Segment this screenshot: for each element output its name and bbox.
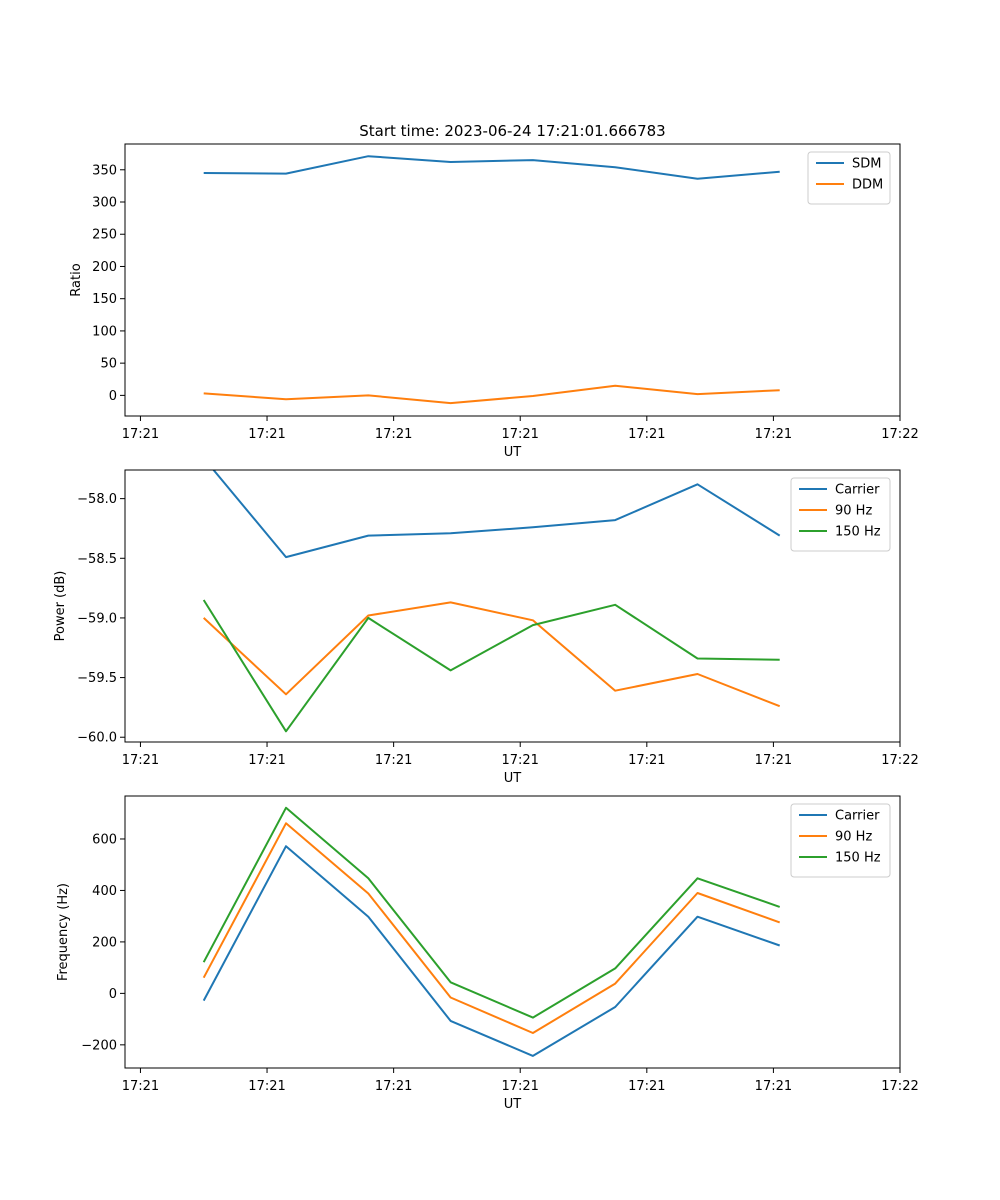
- legend-label-ddm: DDM: [852, 178, 883, 193]
- legend-label-carrier: Carrier: [835, 483, 880, 498]
- legend-label-90-hz: 90 Hz: [835, 830, 872, 845]
- series-line-ddm: [203, 384, 780, 405]
- y-tick-label: 50: [100, 357, 117, 372]
- y-tick-label: 0: [109, 389, 117, 404]
- series-line-90-hz: [202, 822, 781, 1034]
- y-tick-label: −59.0: [77, 611, 117, 626]
- x-tick-label: 17:21: [375, 1079, 412, 1094]
- y-axis-label: Frequency (Hz): [56, 883, 71, 981]
- series-lines: [203, 155, 780, 405]
- frequency-panel: 17:21 17:21 17:21 17:21 17:21 17:21 17:22 −200 0…: [56, 795, 919, 1112]
- y-tick-label: 250: [92, 228, 117, 243]
- y-tick-label: 200: [92, 935, 117, 950]
- x-tick-label: 17:21: [501, 753, 538, 768]
- series-lines: [202, 470, 781, 733]
- axes-frame: [124, 143, 901, 417]
- x-axis-label: UT: [504, 1097, 522, 1112]
- axes-frame: [124, 795, 901, 1069]
- y-tick-label: 300: [92, 196, 117, 211]
- y-tick-label: 400: [92, 884, 117, 899]
- x-tick-label: 17:21: [248, 427, 285, 442]
- series-line-150-hz: [202, 599, 780, 733]
- x-tick-label: 17:21: [122, 427, 159, 442]
- y-axis-label: Power (dB): [53, 571, 68, 642]
- x-tick-label: 17:22: [881, 753, 918, 768]
- legend-label-150-hz: 150 Hz: [835, 851, 881, 866]
- y-tick-label: 350: [92, 163, 117, 178]
- legend: SDM DDM: [807, 151, 891, 205]
- y-tick-label: −60.0: [77, 731, 117, 746]
- x-tick-label: 17:21: [501, 427, 538, 442]
- axes-frame: [124, 469, 901, 743]
- y-tick-label: 200: [92, 260, 117, 275]
- x-tick-label: 17:21: [375, 427, 412, 442]
- x-tick-label: 17:21: [501, 1079, 538, 1094]
- x-tick-label: 17:21: [755, 427, 792, 442]
- legend: Carrier 90 Hz 150 Hz: [790, 477, 891, 552]
- x-axis-label: UT: [504, 445, 522, 460]
- legend: Carrier 90 Hz 150 Hz: [790, 803, 891, 878]
- x-tick-label: 17:21: [375, 753, 412, 768]
- x-tick-label: 17:21: [628, 1079, 665, 1094]
- legend-box: [790, 803, 891, 878]
- x-tick-label: 17:21: [755, 753, 792, 768]
- ratio-panel: 17:21 17:21 17:21 17:21 17:21 17:21 17:22 0 50 10…: [69, 143, 919, 460]
- series-lines: [202, 806, 781, 1057]
- y-tick-label: 600: [92, 832, 117, 847]
- y-tick-label: −58.0: [77, 492, 117, 507]
- series-line-150-hz: [202, 806, 781, 1019]
- y-tick-label: −58.5: [77, 552, 117, 567]
- legend-box: [790, 477, 891, 552]
- x-tick-label: 17:21: [628, 427, 665, 442]
- series-line-90-hz: [203, 601, 781, 708]
- legend-label-90-hz: 90 Hz: [835, 504, 872, 519]
- series-line-sdm: [203, 155, 780, 180]
- y-tick-label: −59.5: [77, 671, 117, 686]
- x-tick-label: 17:21: [122, 753, 159, 768]
- legend-label-150-hz: 150 Hz: [835, 525, 881, 540]
- y-tick-label: −200: [81, 1038, 117, 1053]
- x-tick-label: 17:21: [628, 753, 665, 768]
- series-line-carrier: [212, 470, 781, 559]
- series-line-carrier: [202, 845, 781, 1057]
- legend-box: [807, 151, 891, 205]
- y-tick-label: 150: [92, 292, 117, 307]
- x-axis-label: UT: [504, 771, 522, 786]
- figure-title: Start time: 2023-06-24 17:21:01.666783: [359, 122, 665, 140]
- legend-label-sdm: SDM: [852, 157, 881, 172]
- power-panel: 17:21 17:21 17:21 17:21 17:21 17:21 17:22 −60.0…: [53, 469, 919, 786]
- x-tick-label: 17:21: [755, 1079, 792, 1094]
- x-tick-label: 17:21: [122, 1079, 159, 1094]
- y-tick-label: 0: [109, 987, 117, 1002]
- legend-label-carrier: Carrier: [835, 809, 880, 824]
- y-axis-label: Ratio: [69, 263, 84, 296]
- x-tick-label: 17:22: [881, 427, 918, 442]
- x-tick-label: 17:22: [881, 1079, 918, 1094]
- y-tick-label: 100: [92, 324, 117, 339]
- x-tick-label: 17:21: [248, 1079, 285, 1094]
- x-tick-label: 17:21: [248, 753, 285, 768]
